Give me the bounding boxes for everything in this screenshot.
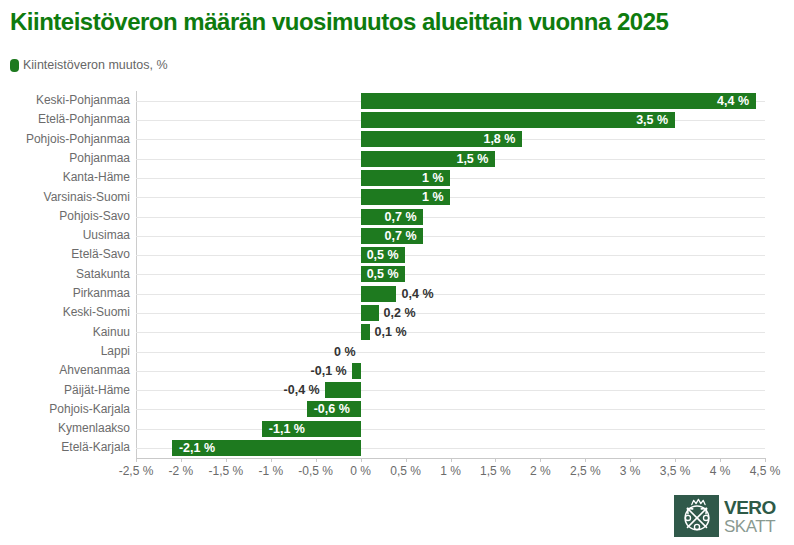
x-axis-tick <box>226 458 227 462</box>
x-axis-tick <box>361 458 362 462</box>
x-axis-tick <box>675 458 676 462</box>
bar-value-label: 0,7 % <box>385 209 417 225</box>
bar <box>325 382 361 398</box>
x-axis-label: 2 % <box>530 464 551 478</box>
page-title: Kiinteistöveron määrän vuosimuutos aluei… <box>10 8 668 36</box>
y-axis-label: Pohjanmaa <box>0 149 130 168</box>
category-gridline <box>136 236 765 237</box>
plot-area: 4,4 % 3,5 % 1,8 % 1,5 % 1 % 1 % 0,7 % 0,7 % 0,5 … <box>136 91 765 491</box>
vero-logo: VERO SKATT <box>674 495 776 537</box>
y-axis-label: Etelä-Savo <box>0 245 130 264</box>
y-axis-label: Kainuu <box>0 323 130 342</box>
bar-value-label: -0,4 % <box>284 382 320 398</box>
category-gridline <box>136 390 765 391</box>
x-axis-tick <box>585 458 586 462</box>
bar-value-label: -0,6 % <box>314 401 350 417</box>
bar-value-label: 0,5 % <box>367 266 399 282</box>
bar-value-label: -0,1 % <box>311 363 347 379</box>
x-axis-label: 1 % <box>440 464 461 478</box>
category-gridline <box>136 352 765 353</box>
bar-value-label: 1,5 % <box>456 151 488 167</box>
bar-value-label: 3,5 % <box>636 112 668 128</box>
y-axis-label: Lappi <box>0 342 130 361</box>
bar-value-label: 0,4 % <box>402 286 434 302</box>
x-axis-label: -2,5 % <box>119 464 154 478</box>
y-axis-label: Varsinais-Suomi <box>0 188 130 207</box>
bar-value-label: 0,7 % <box>385 228 417 244</box>
category-gridline <box>136 332 765 333</box>
category-gridline <box>136 371 765 372</box>
bar-value-label: -1,1 % <box>269 421 305 437</box>
x-axis-tick <box>406 458 407 462</box>
category-gridline <box>136 313 765 314</box>
category-gridline <box>136 274 765 275</box>
y-axis-label: Etelä-Pohjanmaa <box>0 110 130 129</box>
x-axis-tick <box>540 458 541 462</box>
bar-value-label: -2,1 % <box>179 440 215 456</box>
x-axis-label: 3,5 % <box>660 464 691 478</box>
x-axis-label: -2 % <box>169 464 194 478</box>
y-axis-label: Pohjois-Karjala <box>0 400 130 419</box>
category-gridline <box>136 255 765 256</box>
x-axis-label: 2,5 % <box>570 464 601 478</box>
x-axis-label: 4,5 % <box>750 464 781 478</box>
y-axis-label: Etelä-Karjala <box>0 438 130 457</box>
bar-value-label: 0,5 % <box>367 247 399 263</box>
y-axis-label: Keski-Suomi <box>0 303 130 322</box>
x-axis-tick <box>181 458 182 462</box>
y-axis-label: Kymenlaakso <box>0 419 130 438</box>
x-axis-label: 3 % <box>620 464 641 478</box>
bar <box>361 305 379 321</box>
category-gridline <box>136 197 765 198</box>
bar <box>352 363 361 379</box>
bar-value-label: 0,1 % <box>375 324 407 340</box>
bar-value-label: 1,8 % <box>483 131 515 147</box>
bar-value-label: 1 % <box>422 189 444 205</box>
x-axis-tick <box>316 458 317 462</box>
category-gridline <box>136 429 765 430</box>
y-axis-label: Uusimaa <box>0 226 130 245</box>
x-axis-tick <box>495 458 496 462</box>
category-gridline <box>136 217 765 218</box>
x-axis-label: 4 % <box>710 464 731 478</box>
y-axis-label: Pirkanmaa <box>0 284 130 303</box>
category-gridline <box>136 409 765 410</box>
bar-value-label: 0 % <box>334 344 356 360</box>
y-axis-label: Pohjois-Savo <box>0 207 130 226</box>
x-axis-tick <box>720 458 721 462</box>
legend-label: Kiinteistöveron muutos, % <box>23 58 168 72</box>
y-axis-label: Kanta-Häme <box>0 168 130 187</box>
category-gridline <box>136 178 765 179</box>
bar <box>361 93 756 109</box>
bar-value-label: 0,2 % <box>384 305 416 321</box>
legend-item[interactable]: Kiinteistöveron muutos, % <box>10 57 168 73</box>
x-axis-tick <box>136 458 137 462</box>
logo-text-vero: VERO <box>724 498 776 517</box>
x-axis-label: -1,5 % <box>209 464 244 478</box>
bar-value-label: 1 % <box>422 170 444 186</box>
x-axis-label: 0 % <box>350 464 371 478</box>
bar <box>361 112 676 128</box>
bar-chart: Keski-PohjanmaaEtelä-PohjanmaaPohjois-Po… <box>0 91 794 491</box>
bar <box>361 286 397 302</box>
y-axis-label: Keski-Pohjanmaa <box>0 91 130 110</box>
bar-value-label: 4,4 % <box>717 93 749 109</box>
logo-text-skatt: SKATT <box>724 518 776 535</box>
y-axis-label: Päijät-Häme <box>0 381 130 400</box>
x-axis-tick <box>451 458 452 462</box>
x-axis-label: -1 % <box>258 464 283 478</box>
x-axis-label: 1,5 % <box>480 464 511 478</box>
x-axis-label: -0,5 % <box>298 464 333 478</box>
category-gridline <box>136 294 765 295</box>
x-axis-tick <box>271 458 272 462</box>
bar <box>361 324 370 340</box>
y-axis-label: Ahvenanmaa <box>0 361 130 380</box>
x-axis-label: 0,5 % <box>390 464 421 478</box>
y-axis-label: Pohjois-Pohjanmaa <box>0 130 130 149</box>
legend-marker-icon <box>10 59 19 72</box>
vero-emblem-icon <box>674 495 719 537</box>
x-axis-tick <box>630 458 631 462</box>
y-axis-label: Satakunta <box>0 265 130 284</box>
x-axis-tick <box>765 458 766 462</box>
